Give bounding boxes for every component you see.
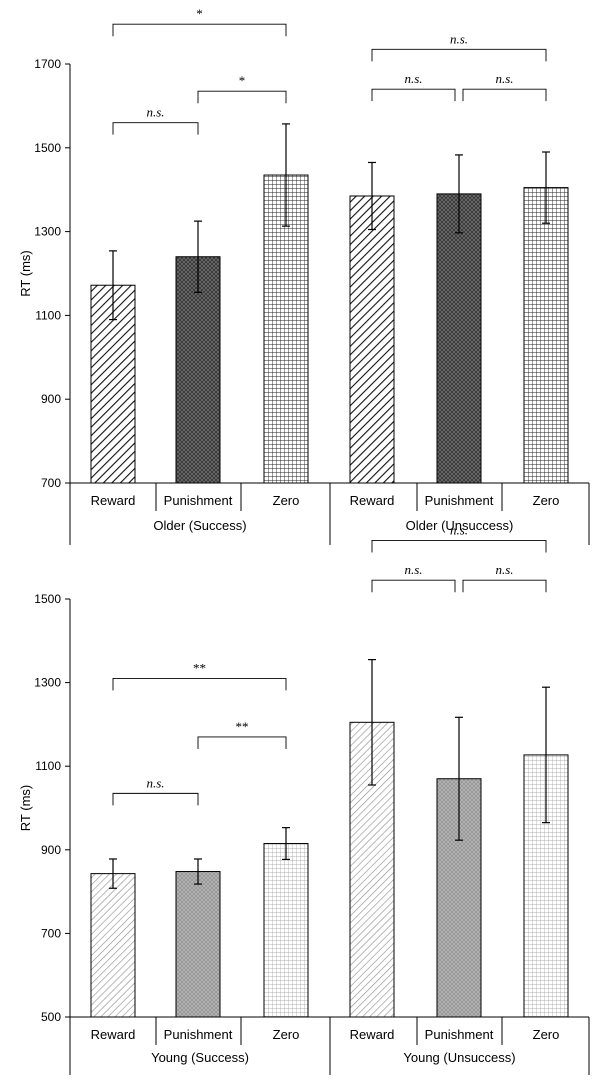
y-tick-label: 1100 — [35, 759, 61, 773]
y-tick-label: 900 — [41, 392, 61, 406]
y-tick-label: 1500 — [34, 141, 61, 155]
significance-bracket — [371, 579, 456, 593]
chart-panel-older: 700 900 1100 1300 1500 1700 RT (ms) Reward Punis… — [18, 6, 590, 545]
significance-bracket — [112, 677, 287, 691]
group-label: Young (Success) — [151, 1050, 249, 1065]
y-tick-label: 700 — [41, 926, 61, 940]
significance-bracket — [197, 736, 287, 749]
bar — [90, 873, 136, 1018]
x-tick-label: Reward — [91, 1027, 136, 1042]
x-tick-label: Punishment — [425, 1027, 494, 1042]
y-tick-label: 1100 — [35, 308, 61, 322]
y-tick-label: 900 — [41, 843, 61, 857]
x-tick-label: Reward — [91, 493, 136, 508]
significance-label: n.s. — [404, 71, 422, 86]
y-axis-label: RT (ms) — [18, 785, 33, 831]
significance-label: ** — [193, 660, 206, 675]
significance-bracket — [112, 792, 199, 806]
y-tick-label: 500 — [41, 1010, 61, 1024]
significance-bracket — [112, 23, 287, 37]
y-tick-label: 700 — [41, 476, 61, 490]
chart-panel-young: 500 700 900 1100 1300 1500 RT (ms) Reward Punish… — [18, 522, 590, 1075]
y-tick-label: 1300 — [34, 225, 61, 239]
y-tick-label: 1300 — [34, 676, 61, 690]
x-tick-label: Zero — [533, 493, 560, 508]
significance-label: n.s. — [450, 31, 468, 46]
bar — [523, 187, 569, 484]
significance-label: n.s. — [495, 562, 513, 577]
bar — [349, 195, 395, 484]
significance-bracket — [371, 540, 547, 553]
significance-bracket — [462, 579, 547, 593]
significance-label: ** — [236, 719, 249, 734]
significance-label: * — [196, 6, 203, 21]
x-tick-label: Zero — [273, 1027, 300, 1042]
x-tick-label: Punishment — [164, 1027, 233, 1042]
bar — [175, 871, 221, 1018]
y-tick-label: 1700 — [34, 57, 61, 71]
significance-label: n.s. — [450, 522, 468, 537]
significance-label: n.s. — [146, 105, 164, 120]
x-tick-label: Punishment — [164, 493, 233, 508]
significance-bracket — [197, 90, 287, 104]
significance-label: * — [239, 73, 246, 88]
y-tick-label: 1500 — [34, 592, 61, 606]
y-axis-label: RT (ms) — [18, 250, 33, 296]
group-label: Young (Unsuccess) — [403, 1050, 515, 1065]
x-tick-label: Punishment — [425, 493, 494, 508]
group-label: Older (Unsuccess) — [406, 518, 514, 533]
significance-label: n.s. — [404, 562, 422, 577]
x-tick-label: Zero — [533, 1027, 560, 1042]
significance-bracket — [371, 88, 456, 102]
x-tick-label: Reward — [350, 1027, 395, 1042]
x-tick-label: Reward — [350, 493, 395, 508]
significance-bracket — [112, 122, 199, 135]
significance-bracket — [462, 88, 547, 102]
bar — [263, 843, 309, 1018]
significance-label: n.s. — [146, 775, 164, 790]
significance-bracket — [371, 48, 547, 62]
bar — [436, 193, 482, 484]
significance-label: n.s. — [495, 71, 513, 86]
group-label: Older (Success) — [153, 518, 246, 533]
x-tick-label: Zero — [273, 493, 300, 508]
